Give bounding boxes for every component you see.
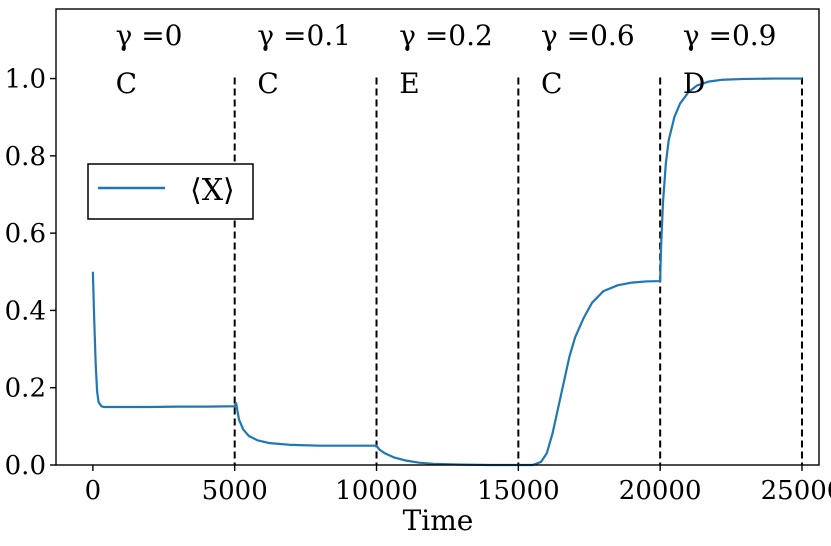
regime-label-4: D (683, 67, 705, 100)
x-axis-label: Time (403, 504, 474, 537)
y-tick-label-2: 0.4 (5, 296, 46, 326)
regime-label-2: E (399, 67, 419, 100)
regime-label-0: C (116, 67, 137, 100)
x-tick-label-3: 15000 (477, 476, 560, 506)
axes-frame (55, 8, 820, 466)
x-tick-label-2: 10000 (335, 476, 418, 506)
y-tick-label-0: 0.0 (5, 451, 46, 481)
gamma-label-1: γ =0.1 (257, 19, 351, 52)
legend: ⟨X⟩ (87, 163, 254, 220)
y-tick-label-1: 0.2 (5, 374, 46, 404)
regime-label-3: C (541, 67, 562, 100)
x-tick-label-4: 20000 (619, 476, 702, 506)
gamma-label-2: γ =0.2 (399, 19, 493, 52)
y-tick-label-3: 0.6 (5, 219, 46, 249)
gamma-label-0: γ =0 (116, 19, 183, 52)
x-tick-label-1: 5000 (202, 476, 268, 506)
y-tick-label-4: 0.8 (5, 142, 46, 172)
x-tick-label-0: 0 (85, 476, 102, 506)
regime-label-1: C (257, 67, 278, 100)
gamma-label-3: γ =0.6 (541, 19, 635, 52)
legend-box (87, 163, 254, 220)
y-tick-label-5: 1.0 (5, 65, 46, 95)
legend-label: ⟨X⟩ (190, 173, 235, 208)
gamma-label-4: γ =0.9 (683, 19, 777, 52)
